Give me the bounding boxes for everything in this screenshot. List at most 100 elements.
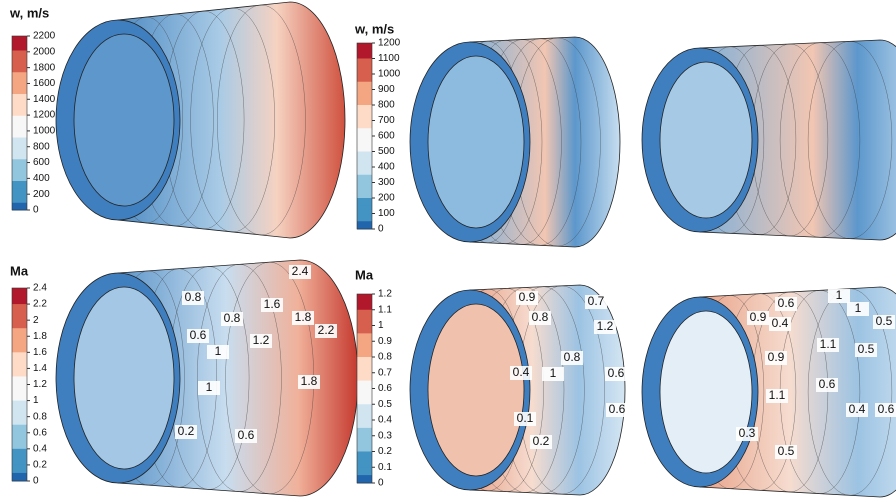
colorbar-segment [12, 368, 27, 377]
contour-label: 0.8 [532, 310, 549, 324]
colorbar-tick-label: 2200 [33, 31, 56, 42]
contour-label: 0.2 [178, 424, 195, 438]
colorbar-title: w, m/s [354, 21, 394, 36]
colorbar-segment [12, 328, 27, 337]
colorbar-title: Ma [10, 263, 29, 278]
colorbar-segment [12, 109, 27, 117]
colorbar-segment [357, 97, 372, 105]
colorbar-segment [357, 373, 372, 381]
colorbar-segment [12, 376, 27, 385]
colorbar-segment [357, 318, 372, 326]
colorbar-segment [357, 59, 372, 67]
colorbar-segment [12, 344, 27, 353]
colorbar-segment [357, 82, 372, 90]
colorbar-tick-label: 1000 [378, 69, 401, 80]
colorbar-segment [357, 404, 372, 412]
colorbar-segment [357, 459, 372, 467]
contour-label: 0.5 [876, 314, 893, 328]
colorbar-tick-label: 0.3 [378, 430, 392, 441]
contour-label: 1.6 [264, 297, 281, 311]
colorbar-tick-label: 100 [378, 208, 395, 219]
colorbar-segment [12, 296, 27, 305]
colorbar-segment [357, 467, 372, 475]
colorbar-tick-label: 1.4 [33, 363, 47, 374]
colorbar-segment [357, 74, 372, 82]
colorbar-segment [12, 203, 27, 211]
contour-label: 0.4 [849, 402, 866, 416]
colorbar-segment [357, 190, 372, 198]
colorbar-segment [12, 65, 27, 73]
colorbar-tick-label: 1200 [378, 38, 401, 49]
contour-label: 0.7 [588, 294, 605, 308]
colorbar-segment [357, 183, 372, 191]
colorbar-tick-label: 1.2 [378, 289, 392, 300]
colorbar-segment [357, 90, 372, 98]
colorbar-segment [357, 128, 372, 136]
colorbar-tick-label: 0.5 [378, 399, 392, 410]
contour-label: 1.2 [253, 333, 270, 347]
contour-label: 1 [550, 366, 557, 380]
colorbar-segment [12, 312, 27, 321]
contour-label: 1.2 [597, 319, 614, 333]
colorbar-segment [12, 43, 27, 51]
colorbar-segment [12, 80, 27, 88]
colorbar-segment [357, 198, 372, 206]
colorbar-segment [357, 475, 372, 483]
contour-label: 0.8 [564, 350, 581, 364]
colorbar-tick-label: 0.8 [33, 411, 47, 422]
colorbar-segment [12, 417, 27, 426]
contour-label: 0.6 [609, 402, 626, 416]
colorbar-segment [12, 449, 27, 458]
colorbar-segment [357, 436, 372, 444]
colorbar-segment [357, 152, 372, 160]
cylinder-inner [74, 34, 174, 206]
colorbar-tick-label: 0 [33, 205, 39, 216]
colorbar-tick-label: 1 [33, 395, 39, 406]
figure: w, m/s0200400600800100012001400160018002… [0, 0, 896, 502]
colorbar-tick-label: 0.2 [33, 460, 47, 471]
contour-label: 0.5 [778, 444, 795, 458]
colorbar-segment [12, 336, 27, 345]
colorbar-tick-label: 1800 [33, 62, 56, 73]
cylinder-inner [428, 304, 524, 476]
contour-label: 0.6 [608, 366, 625, 380]
colorbar-segment [12, 101, 27, 109]
colorbar-segment [357, 412, 372, 420]
colorbar-segment [357, 113, 372, 121]
colorbar-segment [357, 121, 372, 129]
colorbar-segment [12, 181, 27, 189]
colorbar-segment [12, 385, 27, 394]
colorbar-segment [12, 123, 27, 131]
colorbar-segment [357, 66, 372, 74]
colorbar-segment [12, 304, 27, 313]
colorbar-tick-label: 200 [378, 193, 395, 204]
contour-label: 1 [855, 301, 862, 315]
contour-label: 0.5 [858, 342, 875, 356]
colorbar-segment [357, 381, 372, 389]
colorbar-segment [12, 72, 27, 80]
colorbar-tick-label: 1.1 [378, 304, 392, 315]
colorbar-segment [12, 433, 27, 442]
colorbar-title: Ma [355, 267, 374, 282]
colorbar-segment [357, 105, 372, 113]
colorbar-segment [357, 444, 372, 452]
colorbar-tick-label: 900 [378, 84, 395, 95]
colorbar-tick-label: 1.8 [33, 331, 47, 342]
colorbar-segment [12, 188, 27, 196]
colorbar-segment [357, 365, 372, 373]
colorbar-segment [12, 457, 27, 466]
contour-label: 0.9 [750, 310, 767, 324]
colorbar-segment [12, 425, 27, 434]
colorbar-segment [357, 310, 372, 318]
colorbar-tick-label: 2000 [33, 46, 56, 57]
contour-label: 0.4 [513, 365, 530, 379]
colorbar-tick-label: 600 [378, 131, 395, 142]
contour-label: 0.4 [772, 316, 789, 330]
colorbar-segment [12, 94, 27, 102]
contour-label: 0.1 [517, 411, 534, 425]
colorbar-tick-label: 600 [33, 157, 50, 168]
colorbar-tick-label: 1600 [33, 78, 56, 89]
colorbar-segment [357, 221, 372, 229]
colorbar-tick-label: 400 [33, 173, 50, 184]
contour-label: 0.9 [768, 350, 785, 364]
